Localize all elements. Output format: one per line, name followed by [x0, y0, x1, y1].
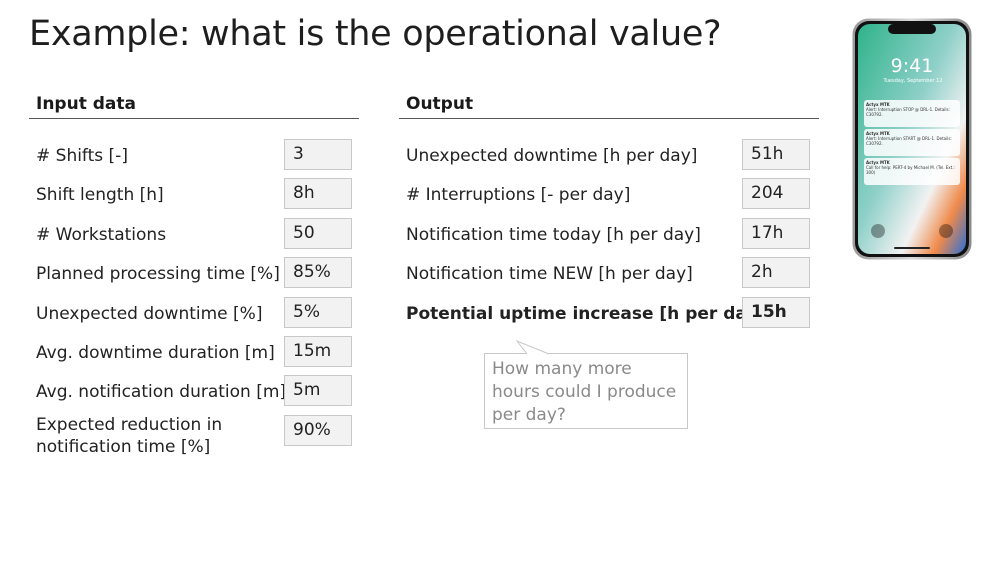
input-value-notification-reduction[interactable]: 90%	[284, 415, 352, 446]
phone-notification-2: Actyx MTK Alert: Interruption START @ DR…	[866, 131, 952, 146]
output-value-uptime-increase: 15h	[742, 297, 810, 328]
input-label-notification-reduction: Expected reduction in notification time …	[36, 415, 223, 457]
input-value-workstations[interactable]: 50	[284, 218, 352, 249]
output-value-notification-today: 17h	[742, 218, 810, 249]
input-label-processing-time: Planned processing time [%]	[36, 264, 280, 284]
input-value-notification-duration[interactable]: 5m	[284, 375, 352, 406]
input-label-downtime: Unexpected downtime [%]	[36, 304, 263, 324]
input-label-shift-length: Shift length [h]	[36, 185, 164, 205]
phone-mockup	[852, 18, 972, 260]
output-label-notification-new: Notification time NEW [h per day]	[406, 264, 693, 284]
phone-notification-1: Actyx MTK Alert: Interruption STOP @ DRL…	[866, 102, 950, 117]
input-value-downtime[interactable]: 5%	[284, 297, 352, 328]
output-value-unexpected-downtime: 51h	[742, 139, 810, 170]
input-header: Input data	[36, 94, 136, 114]
output-label-interruptions: # Interruptions [- per day]	[406, 185, 631, 205]
output-divider	[399, 118, 819, 119]
input-value-processing-time[interactable]: 85%	[284, 257, 352, 288]
input-label-workstations: # Workstations	[36, 225, 167, 245]
input-label-notification-duration: Avg. notification duration [m]	[36, 382, 287, 402]
phone-time: 9:41	[890, 55, 934, 77]
output-value-notification-new: 2h	[742, 257, 810, 288]
input-label-downtime-duration: Avg. downtime duration [m]	[36, 343, 275, 363]
phone-date: Tuesday, September 12	[883, 78, 943, 84]
phone-notification-3: Actyx MTK Call for help: PERT-4 by Micha…	[866, 160, 955, 175]
callout-box: How many more hours could I produce per …	[484, 353, 688, 429]
slide-title: Example: what is the operational value?	[29, 14, 722, 54]
input-value-downtime-duration[interactable]: 15m	[284, 336, 352, 367]
input-value-shift-length[interactable]: 8h	[284, 178, 352, 209]
callout-tail	[515, 340, 550, 355]
input-value-shifts[interactable]: 3	[284, 139, 352, 170]
output-label-notification-today: Notification time today [h per day]	[406, 225, 701, 245]
output-label-uptime-increase: Potential uptime increase [h per day]	[406, 304, 766, 324]
output-value-interruptions: 204	[742, 178, 810, 209]
input-divider	[29, 118, 359, 119]
output-header: Output	[406, 94, 474, 114]
output-label-unexpected-downtime: Unexpected downtime [h per day]	[406, 146, 698, 166]
input-label-shifts: # Shifts [-]	[36, 146, 128, 166]
